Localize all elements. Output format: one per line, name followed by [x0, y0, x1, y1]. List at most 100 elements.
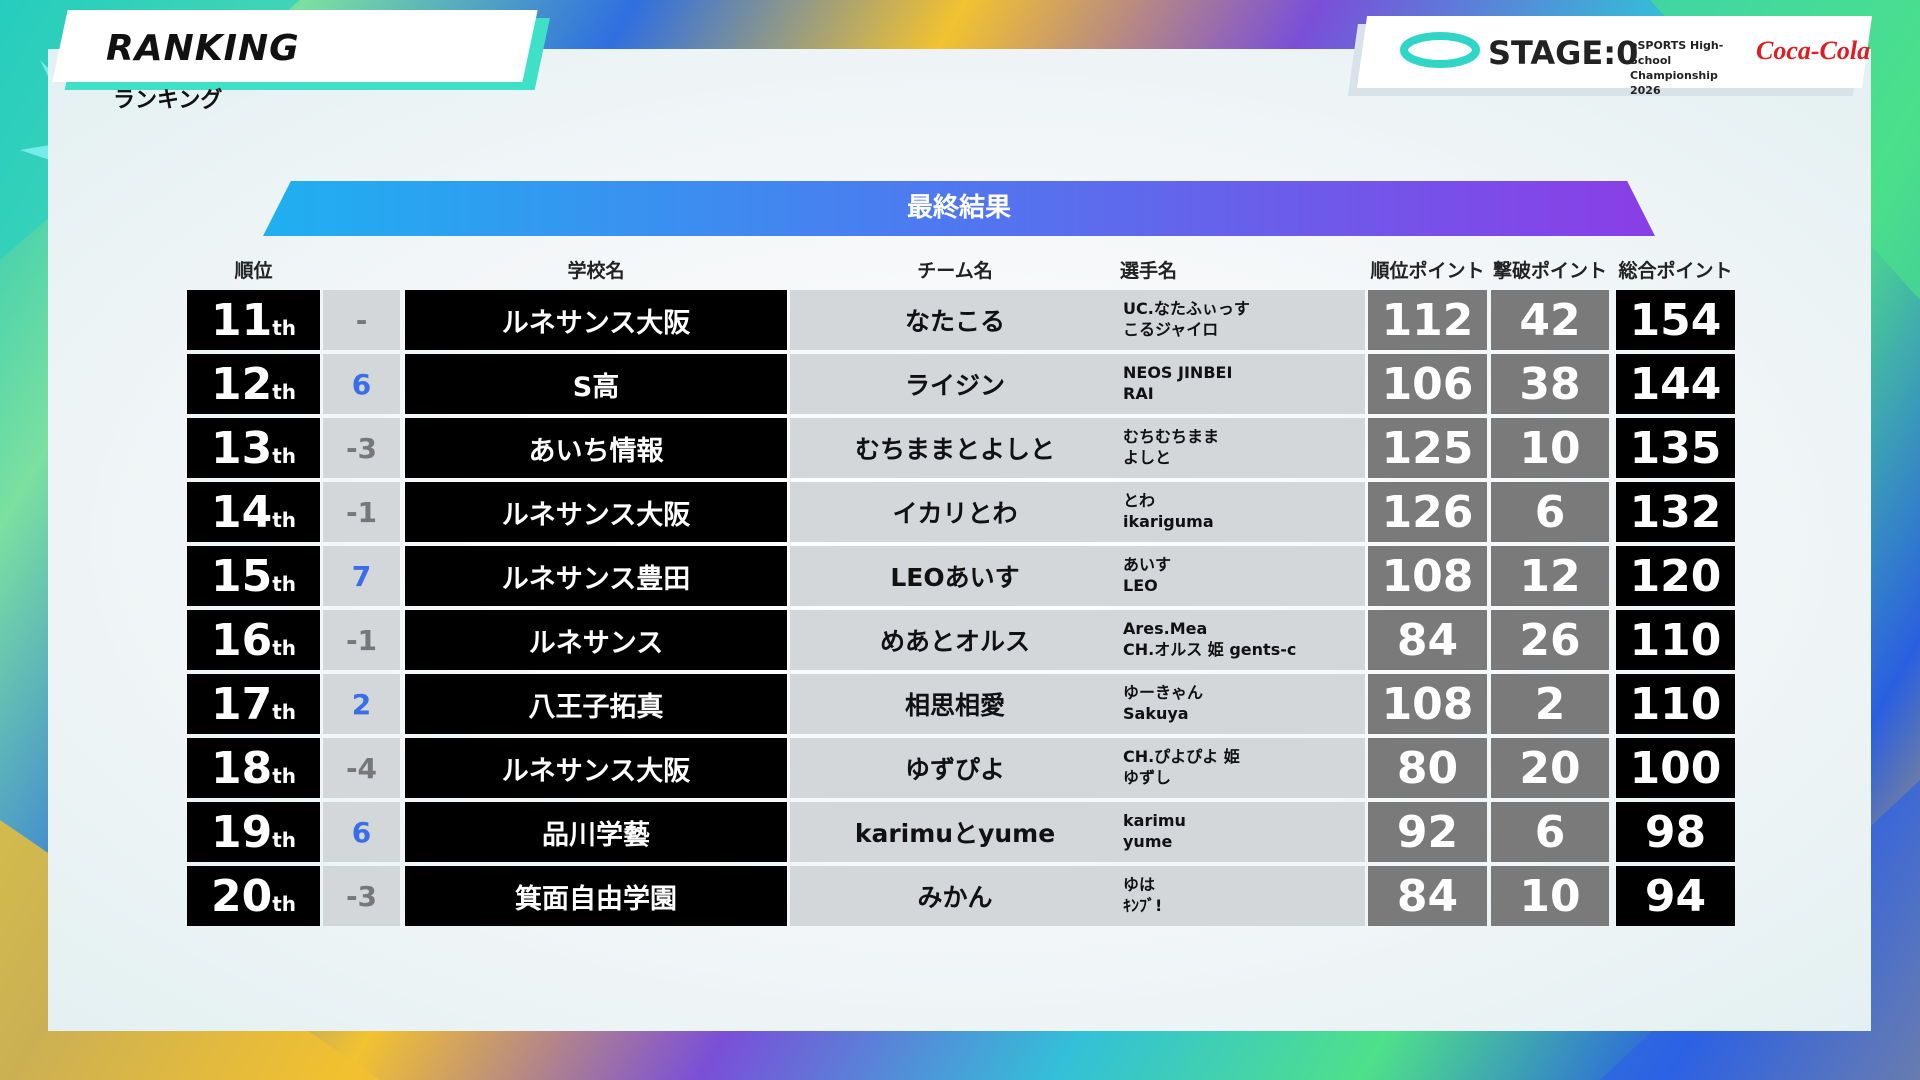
column-header: 学校名	[567, 260, 625, 282]
kill-points: 10	[1491, 866, 1609, 926]
player-name: むちむちまま	[1123, 427, 1220, 446]
rank-points: 125	[1368, 418, 1487, 478]
school: ルネサンス大阪	[405, 290, 787, 350]
rank-suffix: th	[272, 892, 297, 916]
rank-points: 106	[1368, 354, 1487, 414]
team: なたこる	[790, 290, 1120, 350]
rank-points: 126	[1368, 482, 1487, 542]
team: LEOあいす	[790, 546, 1120, 606]
player-name: yume	[1123, 832, 1173, 851]
players: NEOS JINBEI RAI	[1120, 354, 1365, 414]
school: ルネサンス豊田	[405, 546, 787, 606]
school: S高	[405, 354, 787, 414]
school: ルネサンス大阪	[405, 482, 787, 542]
player-name: ゆずし	[1123, 768, 1172, 787]
rank-change: -1	[323, 482, 400, 542]
total-points: 100	[1616, 738, 1735, 798]
rank-change: 2	[323, 674, 400, 734]
total-points: 94	[1616, 866, 1735, 926]
team: 相思相愛	[790, 674, 1120, 734]
school: あいち情報	[405, 418, 787, 478]
player-name: あいす	[1123, 555, 1172, 574]
column-header: 撃破ポイント	[1492, 260, 1607, 282]
total-points: 135	[1616, 418, 1735, 478]
rank-number: 12	[210, 358, 273, 410]
rank-suffix: th	[272, 316, 297, 340]
banner-text: 最終結果	[906, 193, 1011, 223]
rank-points: 92	[1368, 802, 1487, 862]
school: 八王子拓真	[405, 674, 787, 734]
player-name: よしと	[1123, 448, 1172, 467]
team: イカリとわ	[790, 482, 1120, 542]
rank-suffix: th	[272, 764, 297, 788]
kill-points: 26	[1491, 610, 1609, 670]
rank-points: 84	[1368, 866, 1487, 926]
rank-suffix: th	[272, 508, 297, 532]
rank-change: -	[323, 290, 400, 350]
rank-number: 16	[210, 614, 273, 666]
kill-points: 6	[1491, 802, 1609, 862]
banner	[263, 181, 1655, 236]
player-name: Ares.Mea	[1123, 619, 1208, 638]
rank-change: -3	[323, 418, 400, 478]
players: とわ ikariguma	[1120, 482, 1365, 542]
rank-suffix: th	[272, 380, 297, 404]
team: みかん	[790, 866, 1120, 926]
page-title: RANKING	[106, 28, 300, 69]
player-name: ゆは	[1123, 875, 1156, 894]
players: ゆは ｷﾝﾌﾞ!	[1120, 866, 1365, 926]
team: karimuとyume	[790, 802, 1120, 862]
team: ゆずぴよ	[790, 738, 1120, 798]
player-name: ゆーきゃん	[1123, 683, 1204, 702]
player-name: CH.オルス 姫 gents-c	[1123, 640, 1297, 659]
rank-suffix: th	[272, 828, 297, 852]
players: UC.なたふぃっす こるジャイロ	[1120, 290, 1365, 350]
rank-points: 112	[1368, 290, 1487, 350]
rank-change: 6	[323, 354, 400, 414]
rank-change: -1	[323, 610, 400, 670]
rank-change: -3	[323, 866, 400, 926]
rank-number: 14	[210, 486, 273, 538]
player-name: LEO	[1123, 576, 1158, 595]
series-name: eSPORTS High-School Championship 2026	[1630, 39, 1724, 97]
players: ゆーきゃん Sakuya	[1120, 674, 1365, 734]
rank-number: 11	[210, 294, 273, 346]
school: 箕面自由学園	[405, 866, 787, 926]
player-name: Sakuya	[1123, 704, 1189, 723]
rank-points: 108	[1368, 546, 1487, 606]
players: あいす LEO	[1120, 546, 1365, 606]
rank-suffix: th	[272, 444, 297, 468]
column-header: 選手名	[1120, 260, 1178, 282]
player-name: とわ	[1123, 491, 1156, 510]
rank-change: 7	[323, 546, 400, 606]
player-name: こるジャイロ	[1123, 320, 1219, 339]
total-points: 144	[1616, 354, 1735, 414]
kill-points: 42	[1491, 290, 1609, 350]
kill-points: 12	[1491, 546, 1609, 606]
school: ルネサンス	[405, 610, 787, 670]
school: 品川学藝	[405, 802, 787, 862]
logo-text: STAGE:0	[1488, 34, 1639, 72]
rank-number: 15	[210, 550, 273, 602]
total-points: 110	[1616, 610, 1735, 670]
player-name: ikariguma	[1123, 512, 1214, 531]
column-header: チーム名	[917, 260, 993, 282]
column-header: 総合ポイント	[1618, 260, 1733, 282]
total-points: 98	[1616, 802, 1735, 862]
rank-points: 80	[1368, 738, 1487, 798]
player-name: ｷﾝﾌﾞ!	[1123, 896, 1163, 915]
player-name: UC.なたふぃっす	[1123, 299, 1250, 318]
rank-number: 18	[210, 742, 273, 794]
rank-change: -4	[323, 738, 400, 798]
rank-number: 13	[210, 422, 273, 474]
